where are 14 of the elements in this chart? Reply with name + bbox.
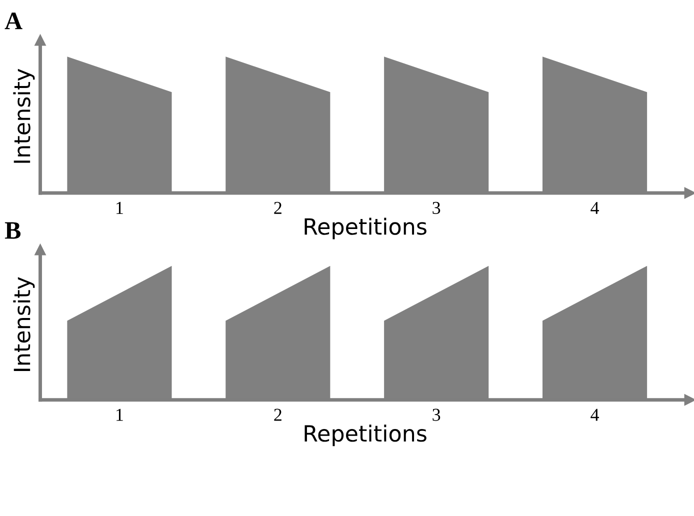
x-tick-label: 3 — [432, 408, 440, 421]
chart-title: A — [4, 12, 22, 30]
x-axis-title: Repetitions — [304, 424, 426, 446]
x-tick-label: 4 — [590, 202, 600, 214]
x-axis-title: Repetitions — [304, 218, 426, 240]
x-tick-label: 1 — [116, 202, 123, 214]
x-tick-label: 4 — [590, 408, 600, 421]
y-axis-title: Intensity — [13, 68, 35, 163]
x-tick-label: 2 — [274, 408, 282, 421]
y-axis-title: Intensity — [13, 277, 35, 372]
x-tick-label: 1 — [116, 408, 123, 421]
x-tick-label: 3 — [432, 202, 440, 214]
x-tick-label: 2 — [274, 202, 282, 214]
chart-title: B — [4, 222, 21, 239]
